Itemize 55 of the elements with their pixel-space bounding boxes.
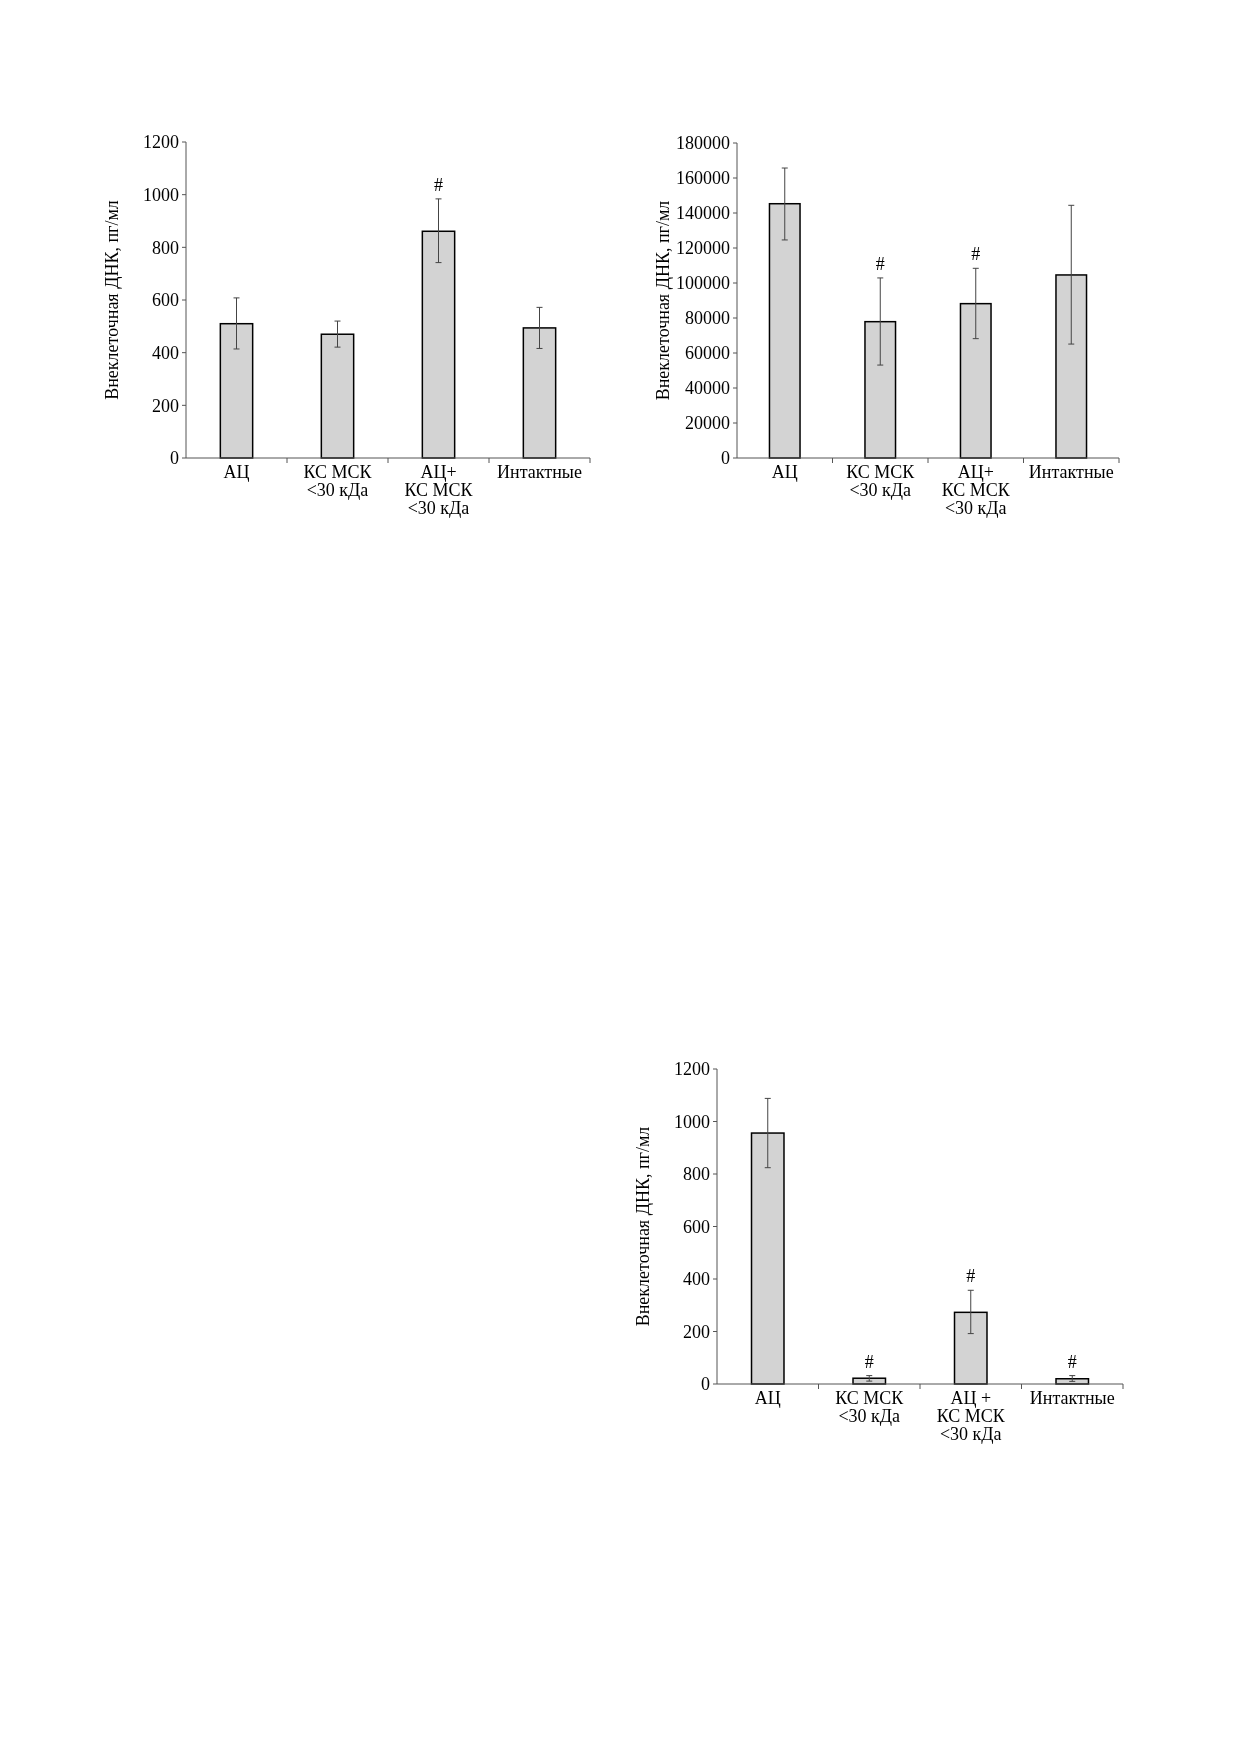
y-tick-label: 180000	[676, 133, 730, 154]
x-tick-label: Интактные	[1029, 1388, 1115, 1408]
y-tick-label: 20000	[685, 413, 730, 434]
annotation: #	[864, 1351, 874, 1372]
y-axis-title: Внеклеточная ДНК, пг/мл	[653, 200, 673, 401]
bar	[953, 1311, 988, 1385]
y-tick-label: 0	[721, 448, 730, 469]
x-tick-label: КС МСК <30 кДа	[846, 462, 916, 500]
y-tick-label: 400	[152, 342, 179, 363]
bar	[959, 302, 992, 459]
y-tick-label: 400	[683, 1269, 710, 1290]
y-tick-label: 600	[152, 290, 179, 311]
x-tick-label: КС МСК <30 кДа	[835, 1388, 905, 1426]
x-tick-label: КС МСК <30 кДа	[303, 462, 373, 500]
y-tick-label: 100000	[676, 273, 730, 294]
y-tick-label: 200	[683, 1321, 710, 1342]
bar	[750, 1132, 785, 1385]
x-tick-label: АЦ+ КС МСК <30 кДа	[404, 462, 474, 518]
y-tick-label: 600	[683, 1216, 710, 1237]
y-axis-title: Внеклеточная ДНК, пг/мл	[102, 200, 122, 400]
bar	[421, 230, 456, 459]
y-tick-label: 80000	[685, 308, 730, 329]
x-tick-label: АЦ + КС МСК <30 кДа	[936, 1388, 1006, 1444]
x-tick-label: АЦ	[754, 1388, 781, 1408]
y-tick-label: 140000	[676, 203, 730, 224]
bar	[768, 202, 801, 459]
y-tick-label: 800	[683, 1164, 710, 1185]
annotation: #	[966, 1266, 976, 1287]
x-tick-label: АЦ	[223, 462, 250, 482]
bar	[320, 333, 355, 459]
y-tick-label: 1200	[674, 1059, 710, 1080]
y-axis-title: Внеклеточная ДНК, пг/мл	[633, 1126, 653, 1327]
y-tick-label: 40000	[685, 378, 730, 399]
bar	[219, 322, 254, 459]
y-tick-label: 0	[701, 1374, 710, 1395]
y-tick-label: 60000	[685, 343, 730, 364]
y-tick-label: 120000	[676, 238, 730, 259]
annotation: #	[875, 253, 885, 274]
x-tick-label: Интактные	[1028, 462, 1114, 482]
y-tick-label: 0	[170, 448, 179, 469]
bar	[864, 320, 897, 459]
x-tick-label: Интактные	[497, 462, 582, 482]
bar	[1055, 274, 1088, 459]
x-tick-label: АЦ+ КС МСК <30 кДа	[941, 462, 1011, 518]
y-tick-label: 200	[152, 395, 179, 416]
bar	[522, 327, 557, 459]
annotation: #	[434, 174, 443, 195]
y-tick-label: 160000	[676, 168, 730, 189]
y-tick-label: 1000	[143, 184, 179, 205]
x-tick-label: АЦ	[771, 462, 798, 482]
y-tick-label: 800	[152, 237, 179, 258]
y-tick-label: 1000	[674, 1111, 710, 1132]
y-tick-label: 1200	[143, 132, 179, 153]
annotation: #	[971, 244, 981, 265]
annotation: #	[1067, 1351, 1077, 1372]
